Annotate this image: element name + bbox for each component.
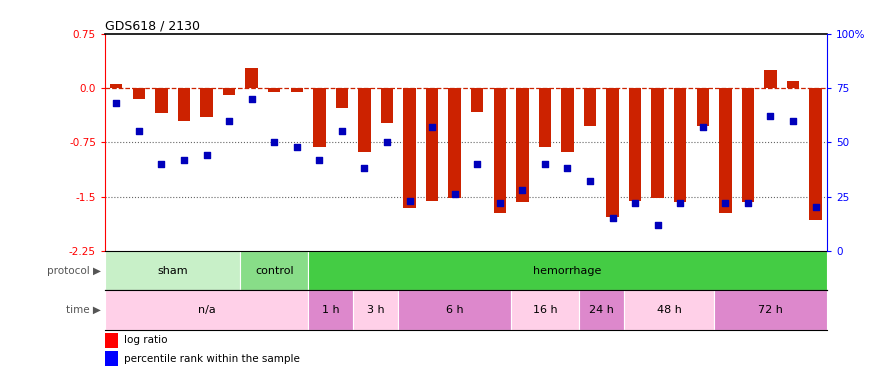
Text: n/a: n/a [198, 305, 215, 315]
Bar [539, 88, 551, 147]
Text: protocol ▶: protocol ▶ [46, 266, 101, 276]
Point [718, 200, 732, 206]
Bar [110, 84, 123, 88]
Bar [606, 88, 619, 217]
Point [109, 100, 123, 106]
Bar [578, 290, 624, 330]
Bar [624, 290, 714, 330]
Point [808, 204, 822, 210]
Bar [241, 251, 308, 290]
Text: percentile rank within the sample: percentile rank within the sample [123, 354, 299, 364]
Point [606, 215, 620, 221]
Point [245, 96, 259, 102]
Bar [511, 290, 578, 330]
Point [425, 124, 439, 130]
Bar [354, 290, 398, 330]
Point [222, 118, 236, 124]
Bar [426, 88, 438, 201]
Point [515, 187, 529, 193]
Bar [714, 290, 827, 330]
Bar [674, 88, 687, 202]
Text: 6 h: 6 h [446, 305, 464, 315]
Bar [403, 88, 416, 208]
Point [696, 124, 710, 130]
Bar [584, 88, 596, 126]
Bar [308, 251, 827, 290]
Bar [696, 88, 709, 126]
Bar [268, 88, 280, 92]
Point [380, 140, 394, 146]
Text: 24 h: 24 h [589, 305, 613, 315]
Bar [105, 333, 118, 348]
Point [448, 192, 462, 198]
Point [402, 198, 416, 204]
Point [764, 113, 778, 119]
Text: 1 h: 1 h [322, 305, 340, 315]
Bar [313, 88, 326, 147]
Bar [516, 88, 528, 202]
Text: time ▶: time ▶ [66, 305, 101, 315]
Bar [133, 88, 145, 99]
Bar [493, 88, 506, 213]
Text: 48 h: 48 h [656, 305, 682, 315]
Bar [381, 88, 393, 123]
Text: sham: sham [158, 266, 188, 276]
Point [335, 129, 349, 135]
Bar [809, 88, 822, 220]
Point [357, 165, 371, 171]
Point [267, 140, 281, 146]
Bar [245, 68, 258, 88]
Text: 3 h: 3 h [367, 305, 384, 315]
Bar [652, 88, 664, 198]
Point [628, 200, 642, 206]
Point [177, 157, 191, 163]
Bar [105, 251, 241, 290]
Bar [223, 88, 235, 95]
Bar [178, 88, 190, 121]
Bar [787, 81, 799, 88]
Point [290, 144, 304, 150]
Point [651, 222, 665, 228]
Bar [200, 88, 213, 117]
Point [561, 165, 575, 171]
Point [154, 161, 168, 167]
Text: GDS618 / 2130: GDS618 / 2130 [105, 20, 200, 33]
Bar [449, 88, 461, 198]
Bar [358, 88, 371, 152]
Text: 16 h: 16 h [533, 305, 557, 315]
Point [312, 157, 326, 163]
Bar [742, 88, 754, 202]
Point [200, 152, 214, 158]
Point [538, 161, 552, 167]
Bar [308, 290, 354, 330]
Bar [290, 88, 303, 92]
Point [741, 200, 755, 206]
Bar [629, 88, 641, 201]
Bar [719, 88, 732, 213]
Bar [105, 290, 308, 330]
Text: hemorrhage: hemorrhage [533, 266, 602, 276]
Point [673, 200, 687, 206]
Point [493, 200, 507, 206]
Bar [155, 88, 168, 113]
Bar [336, 88, 348, 108]
Point [786, 118, 800, 124]
Text: log ratio: log ratio [123, 335, 167, 345]
Bar [398, 290, 511, 330]
Text: control: control [255, 266, 293, 276]
Bar [471, 88, 483, 112]
Bar [105, 351, 118, 366]
Bar [764, 70, 777, 88]
Point [583, 178, 597, 184]
Point [132, 129, 146, 135]
Point [470, 161, 484, 167]
Text: 72 h: 72 h [758, 305, 783, 315]
Bar [561, 88, 574, 152]
